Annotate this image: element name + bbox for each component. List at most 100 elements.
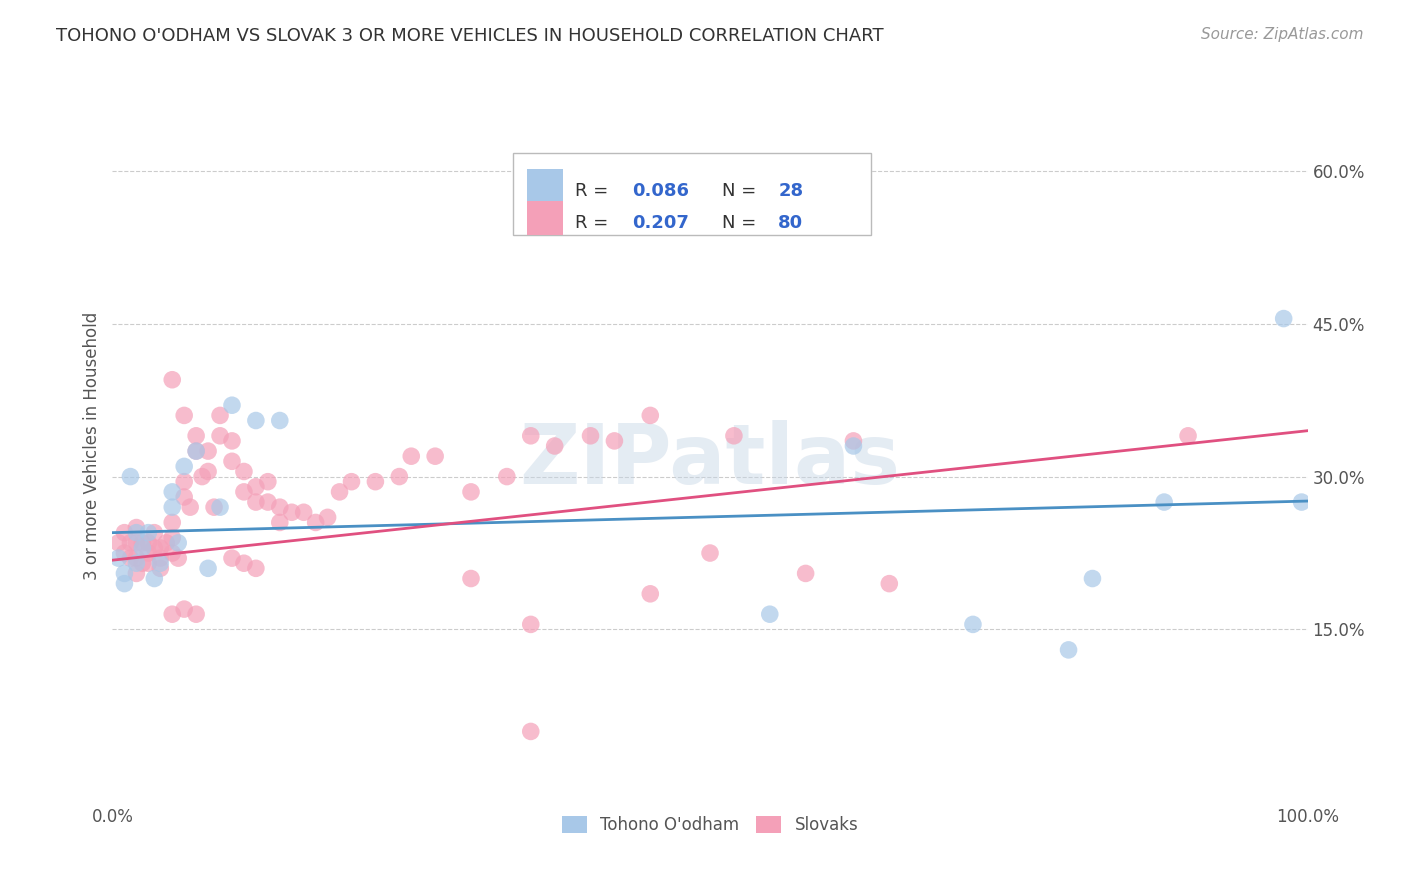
- Legend: Tohono O'odham, Slovaks: Tohono O'odham, Slovaks: [555, 809, 865, 841]
- Point: [879, 576, 901, 591]
- Bar: [527, 202, 562, 235]
- Point: [401, 449, 423, 463]
- Point: [125, 556, 148, 570]
- Point: [221, 434, 243, 448]
- Point: [114, 566, 135, 581]
- Point: [281, 505, 304, 519]
- Point: [107, 551, 129, 566]
- Point: [155, 536, 177, 550]
- Point: [603, 434, 626, 448]
- Point: [340, 475, 363, 489]
- Point: [233, 465, 256, 479]
- Point: [209, 500, 232, 515]
- Point: [520, 617, 543, 632]
- Point: [699, 546, 721, 560]
- Point: [173, 409, 195, 423]
- Point: [579, 429, 602, 443]
- Point: [209, 429, 232, 443]
- Point: [167, 551, 190, 566]
- Text: TOHONO O'ODHAM VS SLOVAK 3 OR MORE VEHICLES IN HOUSEHOLD CORRELATION CHART: TOHONO O'ODHAM VS SLOVAK 3 OR MORE VEHIC…: [56, 27, 884, 45]
- Point: [162, 546, 183, 560]
- Point: [292, 505, 315, 519]
- Point: [245, 495, 267, 509]
- Point: [179, 500, 201, 515]
- Point: [1177, 429, 1199, 443]
- Point: [125, 525, 148, 540]
- Point: [245, 480, 267, 494]
- Point: [131, 541, 153, 555]
- Point: [221, 551, 243, 566]
- Point: [1153, 495, 1175, 509]
- Point: [120, 469, 142, 483]
- Point: [138, 536, 160, 550]
- Point: [149, 551, 172, 566]
- Point: [640, 409, 662, 423]
- Point: [316, 510, 339, 524]
- Text: Source: ZipAtlas.com: Source: ZipAtlas.com: [1201, 27, 1364, 42]
- Point: [125, 566, 148, 581]
- Point: [425, 449, 447, 463]
- Point: [1272, 311, 1295, 326]
- Point: [1057, 643, 1080, 657]
- Point: [173, 475, 195, 489]
- Text: N =: N =: [723, 214, 762, 232]
- Point: [221, 454, 243, 468]
- Point: [186, 444, 208, 458]
- Point: [162, 500, 183, 515]
- Point: [143, 572, 166, 586]
- Bar: [527, 169, 562, 203]
- Point: [233, 556, 256, 570]
- Point: [197, 561, 219, 575]
- Text: 28: 28: [778, 182, 803, 200]
- Point: [131, 536, 153, 550]
- Point: [640, 587, 662, 601]
- Text: 0.086: 0.086: [633, 182, 689, 200]
- Text: R =: R =: [575, 182, 614, 200]
- Point: [186, 607, 208, 622]
- Point: [543, 439, 565, 453]
- Point: [257, 475, 280, 489]
- Point: [138, 556, 160, 570]
- Point: [107, 536, 129, 550]
- Text: 80: 80: [778, 214, 803, 232]
- Point: [186, 429, 208, 443]
- Point: [162, 531, 183, 545]
- Point: [460, 572, 482, 586]
- Point: [197, 465, 219, 479]
- FancyBboxPatch shape: [513, 153, 872, 235]
- Point: [388, 469, 411, 483]
- Text: N =: N =: [723, 182, 762, 200]
- Point: [162, 516, 183, 530]
- Point: [114, 546, 135, 560]
- Point: [162, 484, 183, 499]
- Point: [120, 536, 142, 550]
- Point: [173, 490, 195, 504]
- Point: [269, 500, 291, 515]
- Point: [143, 525, 166, 540]
- Point: [173, 459, 195, 474]
- Text: 0.207: 0.207: [633, 214, 689, 232]
- Point: [125, 520, 148, 534]
- Point: [759, 607, 782, 622]
- Point: [329, 484, 352, 499]
- Point: [269, 516, 291, 530]
- Text: R =: R =: [575, 214, 614, 232]
- Point: [305, 516, 328, 530]
- Point: [496, 469, 519, 483]
- Y-axis label: 3 or more Vehicles in Household: 3 or more Vehicles in Household: [83, 312, 101, 580]
- Point: [842, 439, 865, 453]
- Point: [202, 500, 225, 515]
- Point: [131, 556, 153, 570]
- Point: [125, 536, 148, 550]
- Point: [162, 373, 183, 387]
- Point: [1081, 572, 1104, 586]
- Point: [460, 484, 482, 499]
- Point: [245, 413, 267, 427]
- Point: [149, 541, 172, 555]
- Point: [364, 475, 387, 489]
- Point: [269, 413, 291, 427]
- Point: [149, 556, 172, 570]
- Point: [962, 617, 984, 632]
- Point: [149, 561, 172, 575]
- Point: [520, 724, 543, 739]
